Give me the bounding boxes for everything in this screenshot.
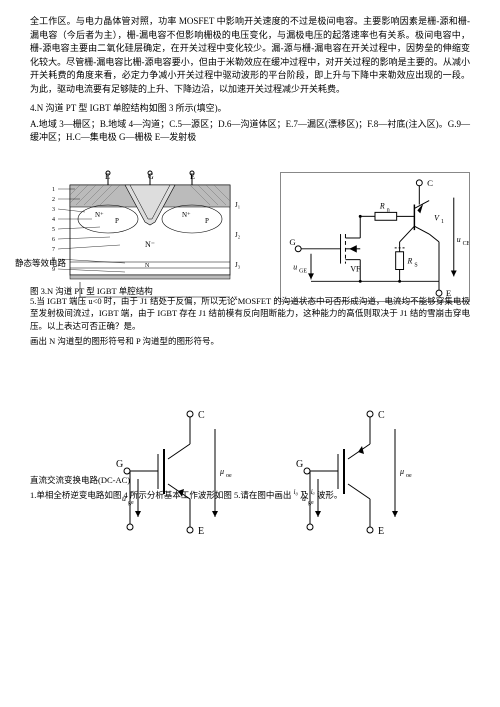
svg-text:E: E bbox=[378, 526, 384, 537]
svg-text:J₃: J₃ bbox=[235, 261, 241, 269]
svg-text:N: N bbox=[145, 263, 150, 269]
svg-text:C: C bbox=[378, 410, 385, 421]
svg-text:4: 4 bbox=[52, 217, 55, 223]
svg-text:V: V bbox=[434, 213, 440, 222]
svg-text:GE: GE bbox=[299, 268, 307, 274]
id-symbol: iₐ bbox=[311, 488, 315, 496]
svg-text:μ: μ bbox=[219, 467, 224, 476]
svg-text:R: R bbox=[379, 201, 385, 210]
svg-text:N⁻: N⁻ bbox=[145, 240, 155, 249]
svg-text:G: G bbox=[148, 172, 154, 181]
dc-ac-suffix: 波形。 bbox=[317, 489, 343, 499]
svg-text:P: P bbox=[115, 217, 119, 225]
svg-text:R: R bbox=[406, 256, 412, 265]
dc-ac-and: 及 bbox=[300, 489, 309, 499]
svg-text:CE: CE bbox=[463, 240, 470, 246]
item-4-line-n: 4.N 沟道 PT 型 IGBT 单腔结构如图 3 所示(填空)。 bbox=[30, 102, 470, 116]
svg-text:1: 1 bbox=[441, 219, 444, 225]
svg-text:5: 5 bbox=[52, 227, 55, 233]
svg-text:2: 2 bbox=[52, 197, 55, 203]
svg-text:N⁺: N⁺ bbox=[182, 211, 191, 219]
paragraph-5: 5.当 IGBT 端压 u<0 时，由于 J1 结处于反偏，所以无论 MOSFE… bbox=[30, 295, 470, 333]
igbt-symbols-figure: 直流交流变换电路(DC-AC) 1.单相全桥逆变电路如图 4 所示分析基本工作波… bbox=[30, 409, 470, 559]
svg-text:6: 6 bbox=[52, 237, 55, 243]
svg-text:u: u bbox=[293, 262, 297, 271]
igbt-equivalent-circuit: C V1 Rn VF G u bbox=[280, 172, 470, 302]
dc-ac-line: 1.单相全桥逆变电路如图 4 所示分析基本工作波形如图 5.请在图中画出 i₀ … bbox=[30, 487, 470, 502]
svg-text:C: C bbox=[427, 177, 433, 187]
dc-ac-text: 1.单相全桥逆变电路如图 4 所示分析基本工作波形如图 5.请在图中画出 bbox=[30, 489, 291, 499]
paragraph-1: 全工作区。与电力晶体管对照，功率 MOSFET 中影响开关速度的不过是极间电容。… bbox=[30, 15, 470, 96]
svg-text:μ: μ bbox=[399, 467, 404, 476]
svg-text:G: G bbox=[296, 459, 303, 470]
svg-text:8: 8 bbox=[52, 257, 55, 263]
svg-text:n: n bbox=[387, 207, 390, 213]
item-4-line-a: A.地域 3—栅区；B.地域 4—沟道；C.5—源区；D.6—沟道体区；E.7—… bbox=[30, 118, 470, 145]
svg-text:J₁: J₁ bbox=[235, 201, 240, 209]
svg-text:oe: oe bbox=[226, 473, 232, 479]
svg-text:oe: oe bbox=[406, 473, 412, 479]
svg-text:1: 1 bbox=[52, 187, 55, 193]
svg-text:P: P bbox=[205, 217, 209, 225]
svg-text:E: E bbox=[198, 526, 204, 537]
svg-text:N⁺: N⁺ bbox=[95, 211, 104, 219]
dc-ac-title: 直流交流变换电路(DC-AC) bbox=[30, 474, 130, 487]
svg-text:VF: VF bbox=[350, 264, 361, 273]
svg-text:C: C bbox=[198, 410, 205, 421]
svg-text:G: G bbox=[289, 236, 296, 246]
svg-text:3: 3 bbox=[52, 207, 55, 213]
svg-text:u: u bbox=[457, 234, 461, 243]
i0-symbol: i₀ bbox=[294, 488, 298, 496]
svg-text:9: 9 bbox=[52, 267, 55, 273]
svg-text:J₂: J₂ bbox=[235, 231, 241, 239]
svg-text:S: S bbox=[414, 262, 417, 268]
paragraph-5b: 画出 N 沟道型的图形符号和 P 沟道型的图形符号。 bbox=[30, 335, 470, 348]
svg-text:7: 7 bbox=[52, 247, 55, 253]
svg-text:G: G bbox=[116, 459, 123, 470]
figure-3-container: 静态等效电路 N⁺ P N⁺ P N⁻ N E G bbox=[30, 167, 470, 337]
